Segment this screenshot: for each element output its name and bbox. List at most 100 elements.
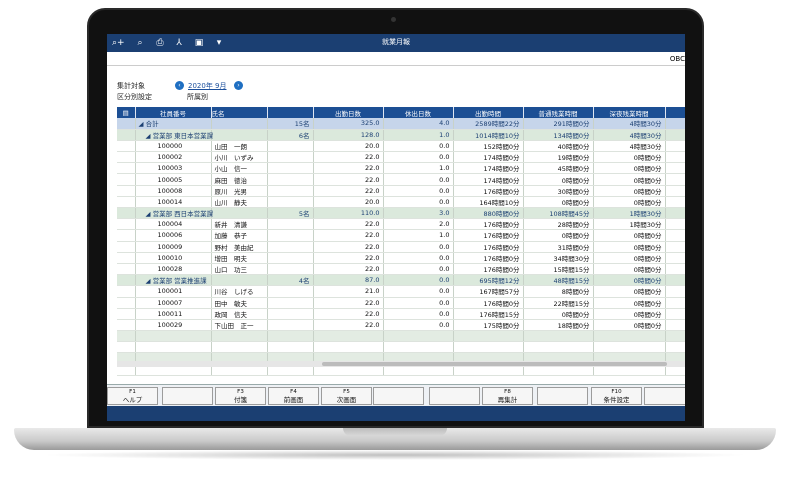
column-header[interactable]: 出勤時間 xyxy=(453,107,524,118)
empty-cell xyxy=(523,330,594,343)
empty-cell xyxy=(135,330,212,343)
cell-overtime: 0時間0分 xyxy=(523,196,594,209)
fkey-f5-button[interactable]: F5 次画面 xyxy=(321,387,372,405)
fkey-empty-button[interactable] xyxy=(644,387,685,405)
target-label: 集計対象 xyxy=(117,82,145,90)
empty-cell xyxy=(593,341,666,354)
cell-overtime: 34時間30分 xyxy=(523,252,594,264)
row-marker xyxy=(117,129,136,141)
table-row[interactable]: 100003 小山 信一 22.0 1.0 174時間0分 45時間0分 0時間0分 xyxy=(117,162,685,175)
cell-count xyxy=(267,218,314,231)
cell-night-overtime: 4時間30分 xyxy=(593,129,666,141)
cell-count: 6名 xyxy=(267,129,314,141)
column-header[interactable]: 普通残業時間 xyxy=(523,107,594,118)
fkey-f3-button[interactable]: F3 付箋 xyxy=(215,387,266,405)
camera xyxy=(391,17,396,22)
pdf-icon[interactable]: ⅄ xyxy=(176,38,182,48)
cell-work-days: 325.0 xyxy=(313,118,384,130)
cell-extra xyxy=(665,162,685,175)
menu-dropdown-icon[interactable]: ▾ xyxy=(216,38,222,48)
column-header[interactable]: 休出日数 xyxy=(383,107,454,118)
column-header[interactable]: 深夜残業時間 xyxy=(593,107,666,118)
fkey-f8-button[interactable]: F8 再集計 xyxy=(482,387,533,405)
zoom-icon[interactable]: ⌕ xyxy=(137,38,143,48)
cell-overtime: 30時間0分 xyxy=(523,185,594,197)
cell-work-days: 22.0 xyxy=(313,218,384,231)
cell-overtime: 45時間0分 xyxy=(523,162,594,175)
cell-count xyxy=(267,241,314,253)
empty-cell xyxy=(313,341,384,354)
empty-cell xyxy=(267,330,314,343)
cell-code: 100011 xyxy=(135,308,212,320)
table-row[interactable]: 100002 小川 いずみ 22.0 0.0 174時間0分 19時間0分 0時間0分 xyxy=(117,151,685,164)
column-header[interactable]: 出勤日数 xyxy=(313,107,384,118)
cell-name xyxy=(211,129,268,141)
cell-overtime: 31時間0分 xyxy=(523,241,594,253)
cell-overtime: 291時間0分 xyxy=(523,118,594,130)
fkey-number: F3 xyxy=(237,389,244,395)
table-row[interactable]: 100029 下山田 正一 22.0 0.0 175時間0分 18時間0分 0時間0分 xyxy=(117,319,685,332)
group-row[interactable]: ◢ 営業部 西日本営業課 5名 110.0 3.0 880時間0分 108時間45分 1時間… xyxy=(117,207,685,220)
laptop-notch xyxy=(343,428,447,436)
column-header[interactable]: 氏名 xyxy=(211,107,268,118)
table-row[interactable]: 100001 川谷 しげる 21.0 0.0 167時間57分 8時間0分 0時間0分 xyxy=(117,285,685,298)
cell-overtime: 22時間15分 xyxy=(523,297,594,309)
table-row[interactable]: 100009 野村 美由紀 22.0 0.0 176時間0分 31時間0分 0時間0分 xyxy=(117,241,685,253)
fkey-label: 再集計 xyxy=(497,396,518,404)
table-row[interactable]: 100010 增田 明夫 22.0 0.0 176時間0分 34時間30分 0時間0分 xyxy=(117,252,685,264)
fkey-empty-button[interactable] xyxy=(373,387,424,405)
horizontal-scrollbar[interactable] xyxy=(117,361,685,367)
next-month-button[interactable]: › xyxy=(234,81,243,90)
group-row[interactable]: ◢ 営業部 営業推進課 4名 87.0 0.0 695時間12分 48時間15分 0時間0分 xyxy=(117,274,685,287)
cell-extra xyxy=(665,129,685,141)
cell-count: 15名 xyxy=(267,118,314,130)
row-marker xyxy=(117,173,136,186)
table-row[interactable]: 100004 新井 清謙 22.0 2.0 176時間0分 28時間0分 1時間30分 xyxy=(117,218,685,231)
fkey-empty-button[interactable] xyxy=(162,387,213,405)
scroll-thumb[interactable] xyxy=(322,362,667,366)
total-row[interactable]: ◢ 合計 15名 325.0 4.0 2589時間22分 291時間0分 4時間30分 xyxy=(117,118,685,130)
fkey-empty-button[interactable] xyxy=(429,387,480,405)
prev-month-button[interactable]: ‹ xyxy=(175,81,184,90)
table-row[interactable]: 100007 田中 敏夫 22.0 0.0 176時間0分 22時間15分 0時間0分 xyxy=(117,297,685,309)
cell-holiday-days: 1.0 xyxy=(383,129,454,141)
table-row[interactable]: 100005 麻田 徳治 22.0 0.0 174時間0分 0時間0分 0時間0分 xyxy=(117,173,685,186)
zoom-in-icon[interactable]: ⌕+ xyxy=(112,38,125,48)
fkey-empty-button[interactable] xyxy=(537,387,588,405)
print-icon[interactable]: ⎙ xyxy=(156,38,164,48)
period-link[interactable]: 2020年 9月 xyxy=(188,82,227,90)
excel-icon[interactable]: ▣ xyxy=(194,38,204,48)
cell-name: 政岡 信夫 xyxy=(211,308,268,320)
table-row[interactable]: 100028 山口 功三 22.0 0.0 176時間0分 15時間15分 0時間0分 xyxy=(117,263,685,276)
empty-cell xyxy=(267,341,314,354)
fkey-f4-button[interactable]: F4 前画面 xyxy=(268,387,319,405)
cell-work-time: 176時間0分 xyxy=(453,185,524,197)
fkey-f1-button[interactable]: F1 ヘルプ xyxy=(107,387,158,405)
cell-work-days: 22.0 xyxy=(313,263,384,276)
cell-count: 4名 xyxy=(267,274,314,287)
table-row[interactable]: 100011 政岡 信夫 22.0 0.0 176時間15分 0時間0分 0時間0分 xyxy=(117,308,685,320)
fkey-f10-button[interactable]: F10 条件設定 xyxy=(591,387,642,405)
column-header[interactable]: 社員番号 xyxy=(135,107,212,118)
cell-code: 100029 xyxy=(135,319,212,332)
laptop-base xyxy=(14,428,776,450)
empty-cell xyxy=(383,341,454,354)
table-row[interactable]: 100006 加藤 恭子 22.0 1.0 176時間0分 0時間0分 0時間0分 xyxy=(117,229,685,242)
cell-work-days: 87.0 xyxy=(313,274,384,287)
table-row[interactable]: 100008 原川 光男 22.0 0.0 176時間0分 30時間0分 0時間0分 xyxy=(117,185,685,197)
row-marker xyxy=(117,308,136,320)
cell-overtime: 0時間0分 xyxy=(523,308,594,320)
cell-code: 100002 xyxy=(135,151,212,164)
cell-night-overtime: 4時間30分 xyxy=(593,118,666,130)
group-row[interactable]: ◢ 営業部 東日本営業課 6名 128.0 1.0 1014時間10分 134時間0分 4時… xyxy=(117,129,685,141)
cell-work-time: 695時間12分 xyxy=(453,274,524,287)
table-row[interactable]: 100014 山川 静夫 20.0 0.0 164時間10分 0時間0分 0時間0分 xyxy=(117,196,685,209)
table-row[interactable]: 100000 山田 一朗 20.0 0.0 152時間0分 40時間0分 4時間30分 xyxy=(117,140,685,153)
row-marker xyxy=(117,274,136,287)
grid-settings-icon[interactable]: ▤ xyxy=(117,107,136,118)
row-marker xyxy=(117,229,136,242)
cell-code: 100008 xyxy=(135,185,212,197)
cell-name: 山田 一朗 xyxy=(211,140,268,153)
cell-work-days: 22.0 xyxy=(313,252,384,264)
cell-overtime: 28時間0分 xyxy=(523,218,594,231)
